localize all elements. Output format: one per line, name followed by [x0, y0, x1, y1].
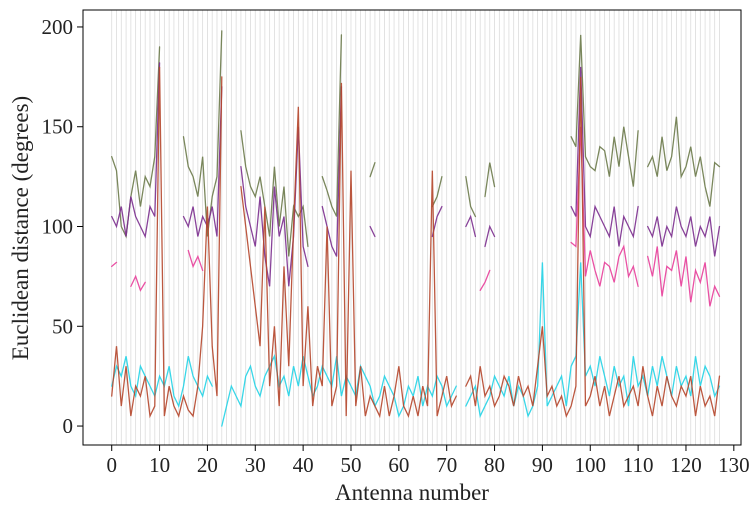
y-axis-label: Euclidean distance (degrees) [8, 96, 33, 360]
x-tick-label: 130 [718, 453, 750, 477]
x-tick-label: 100 [575, 453, 607, 477]
x-tick-label: 60 [388, 453, 409, 477]
y-tick-label: 200 [42, 15, 74, 39]
y-tick-label: 0 [63, 414, 74, 438]
series-line [111, 62, 721, 287]
series-line [111, 66, 721, 419]
axes: 0 10 20 30 40 50 60 70 80 90 100 110 120 130 0 50 100 150… [42, 15, 750, 477]
x-tick-label: 110 [623, 453, 654, 477]
x-tick-label: 90 [532, 453, 553, 477]
series-line [111, 30, 721, 257]
x-tick-label: 10 [149, 453, 170, 477]
x-tick-label: 0 [106, 453, 117, 477]
x-tick-label: 120 [670, 453, 702, 477]
plot-frame [82, 9, 742, 446]
x-tick-label: 20 [197, 453, 218, 477]
y-tick-label: 150 [42, 115, 74, 139]
lines [111, 30, 721, 427]
x-tick-label: 50 [340, 453, 361, 477]
series-line [111, 262, 721, 427]
y-tick-label: 50 [52, 314, 73, 338]
x-tick-label: 40 [293, 453, 314, 477]
x-tick-label: 70 [436, 453, 457, 477]
series-line [111, 126, 721, 307]
x-tick-label: 80 [484, 453, 505, 477]
y-tick-label: 100 [42, 215, 74, 239]
x-axis-label: Antenna number [335, 480, 489, 505]
x-tick-label: 30 [245, 453, 266, 477]
